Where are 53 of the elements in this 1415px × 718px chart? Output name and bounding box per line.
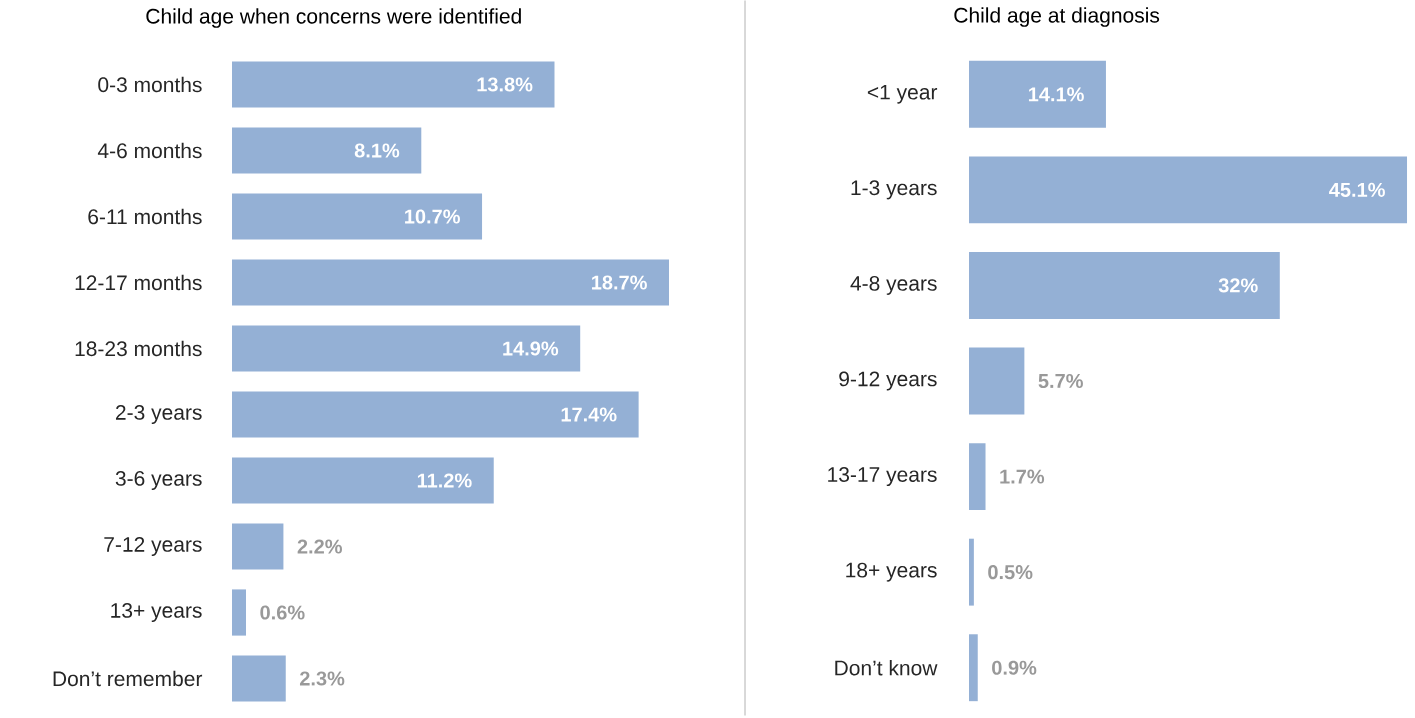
- y-tick-label: 9-12 years: [839, 371, 937, 391]
- data-label: 45.1%: [1329, 183, 1385, 198]
- y-tick-label: 7-12 years: [104, 537, 202, 557]
- y-tick-label: 13+ years: [111, 603, 202, 623]
- y-tick-label: 4-6 months: [97, 143, 202, 159]
- y-tick-label: 18+ years: [846, 562, 937, 582]
- y-tick-label: Don’t know: [835, 660, 938, 676]
- bar: [232, 127, 422, 174]
- data-label: 0.9%: [992, 660, 1037, 676]
- y-tick-label: 18-23 months: [75, 341, 202, 357]
- data-label: 14.9%: [503, 341, 559, 356]
- data-label: 8.1%: [354, 143, 400, 158]
- bar: [232, 655, 286, 702]
- data-label: 11.2%: [417, 473, 472, 488]
- y-tick-label: 12-17 months: [75, 275, 202, 291]
- y-tick-label: 0-3 months: [98, 77, 202, 93]
- bar: [232, 325, 581, 372]
- y-tick-label: 2-3 years: [115, 405, 202, 425]
- y-tick-label: <1 year: [867, 85, 938, 104]
- bar: [969, 156, 1408, 224]
- data-label: 17.4%: [561, 407, 617, 422]
- y-tick-label: 4-8 years: [850, 276, 937, 296]
- bar: [969, 443, 986, 511]
- data-label: 0.5%: [988, 565, 1033, 580]
- data-label: 18.7%: [592, 275, 647, 290]
- bar: [969, 61, 1106, 128]
- data-label: 5.7%: [1038, 374, 1083, 389]
- bar: [232, 589, 247, 636]
- bar: [232, 193, 483, 240]
- chart-title: Child age when concerns were identified: [146, 8, 521, 29]
- data-label: 14.1%: [1028, 87, 1084, 102]
- bar: [232, 259, 670, 306]
- bar: [232, 523, 284, 570]
- data-label: 0.6%: [260, 605, 305, 620]
- data-label: 10.7%: [405, 209, 460, 224]
- y-tick-label: 1-3 years: [851, 180, 937, 200]
- data-label: 1.7%: [1000, 469, 1045, 484]
- y-tick-label: Don’t remember: [53, 671, 203, 687]
- y-tick-label: 3-6 years: [115, 471, 202, 491]
- y-tick-label: 6-11 months: [88, 209, 202, 225]
- bar: [232, 61, 555, 108]
- bar: [969, 634, 978, 702]
- bar: [969, 347, 1025, 415]
- bar: [232, 457, 494, 504]
- data-label: 32%: [1218, 278, 1258, 293]
- bar: [232, 391, 639, 438]
- bar: [969, 252, 1280, 320]
- data-label: 2.2%: [297, 539, 342, 554]
- data-label: 2.3%: [299, 671, 345, 686]
- y-tick-label: 13-17 years: [828, 467, 937, 487]
- chart-title: Child age at diagnosis: [954, 7, 1160, 28]
- bar: [969, 538, 974, 606]
- data-label: 13.8%: [477, 77, 533, 92]
